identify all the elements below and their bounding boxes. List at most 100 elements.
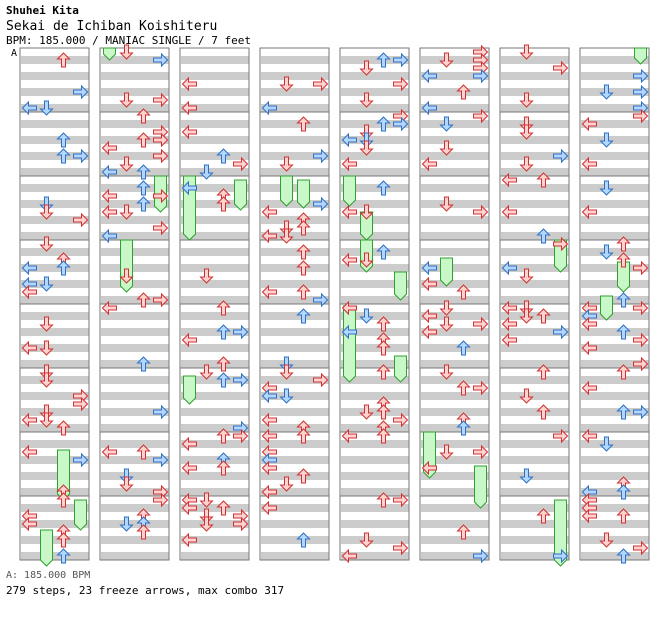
beat-stripe — [341, 376, 409, 384]
beat-stripe — [421, 376, 489, 384]
freeze-arrow — [360, 211, 373, 241]
step-arrow-L — [101, 228, 117, 244]
beat-stripe — [421, 552, 489, 560]
beat-stripe — [341, 424, 409, 432]
step-arrow-R — [393, 492, 409, 508]
beat-stripe — [101, 104, 169, 112]
step-arrow-R — [233, 324, 249, 340]
step-arrow-L — [261, 284, 277, 300]
beat-stripe — [341, 104, 409, 112]
step-arrow-L — [181, 460, 197, 476]
step-arrow-D — [519, 116, 534, 132]
step-arrow-D — [279, 388, 294, 404]
beat-stripe — [501, 520, 569, 528]
beat-stripe — [581, 536, 649, 544]
step-arrow-U — [56, 260, 71, 276]
beat-stripe — [341, 504, 409, 512]
beat-stripe — [181, 56, 249, 64]
beat-stripe — [341, 488, 409, 496]
beat-stripe — [181, 456, 249, 464]
step-arrow-L — [581, 500, 597, 516]
beat-stripe — [581, 440, 649, 448]
beat-stripe — [101, 72, 169, 80]
step-arrow-U — [296, 284, 311, 300]
freeze-arrow — [234, 179, 247, 211]
beat-stripe — [21, 424, 89, 432]
beat-stripe — [501, 120, 569, 128]
step-arrow-D — [39, 236, 54, 252]
beat-stripe — [181, 248, 249, 256]
step-arrow-D — [519, 92, 534, 108]
step-arrow-R — [553, 60, 569, 76]
step-arrow-L — [581, 428, 597, 444]
step-arrow-R — [473, 204, 489, 220]
beat-stripe — [501, 472, 569, 480]
step-arrow-U — [616, 364, 631, 380]
step-arrow-R — [153, 292, 169, 308]
step-arrow-U — [456, 84, 471, 100]
step-arrow-R — [153, 92, 169, 108]
step-arrow-D — [439, 444, 454, 460]
step-arrow-L — [21, 276, 37, 292]
beat-stripe — [261, 328, 329, 336]
beat-stripe — [341, 232, 409, 240]
beat-stripe — [261, 200, 329, 208]
step-arrow-L — [501, 204, 517, 220]
beat-stripe — [261, 56, 329, 64]
beat-stripe — [101, 328, 169, 336]
step-arrow-L — [101, 164, 117, 180]
freeze-arrow — [474, 465, 487, 509]
step-arrow-D — [279, 76, 294, 92]
step-arrow-D — [39, 340, 54, 356]
freeze-arrow — [297, 179, 310, 209]
beat-stripe — [261, 296, 329, 304]
step-arrow-L — [181, 180, 197, 196]
step-arrow-D — [39, 100, 54, 116]
step-arrow-L — [101, 188, 117, 204]
step-arrow-U — [376, 316, 391, 332]
beat-stripe — [181, 392, 249, 400]
beat-stripe — [581, 88, 649, 96]
beat-stripe — [181, 280, 249, 288]
beat-stripe — [21, 56, 89, 64]
step-arrow-U — [216, 196, 231, 212]
step-arrow-U — [616, 548, 631, 564]
step-arrow-D — [279, 364, 294, 380]
step-arrow-R — [633, 300, 649, 316]
beat-stripe — [581, 216, 649, 224]
step-arrow-R — [553, 236, 569, 252]
beat-stripe — [501, 280, 569, 288]
step-arrow-D — [439, 300, 454, 316]
step-arrow-R — [633, 356, 649, 372]
step-arrow-L — [581, 156, 597, 172]
step-arrow-L — [341, 548, 357, 564]
step-arrow-L — [21, 412, 37, 428]
beat-stripe — [181, 88, 249, 96]
beat-stripe — [21, 152, 89, 160]
beat-stripe — [581, 456, 649, 464]
beat-stripe — [21, 392, 89, 400]
freeze-arrow — [394, 271, 407, 301]
beat-stripe — [421, 312, 489, 320]
song-title: Sekai de Ichiban Koishiteru — [6, 19, 218, 34]
beat-stripe — [581, 120, 649, 128]
beat-stripe — [501, 104, 569, 112]
step-arrow-R — [233, 156, 249, 172]
step-arrow-R — [153, 452, 169, 468]
step-arrow-U — [136, 524, 151, 540]
step-arrow-D — [599, 84, 614, 100]
beat-stripe — [501, 168, 569, 176]
beat-stripe — [341, 216, 409, 224]
beat-stripe — [21, 488, 89, 496]
step-arrow-U — [456, 420, 471, 436]
step-arrow-D — [279, 228, 294, 244]
step-arrow-U — [216, 500, 231, 516]
step-arrow-D — [119, 516, 134, 532]
beat-stripe — [21, 136, 89, 144]
beat-stripe — [341, 72, 409, 80]
beat-stripe — [581, 392, 649, 400]
beat-stripe — [581, 360, 649, 368]
beat-stripe — [421, 184, 489, 192]
beat-stripe — [581, 552, 649, 560]
step-arrow-R — [233, 428, 249, 444]
